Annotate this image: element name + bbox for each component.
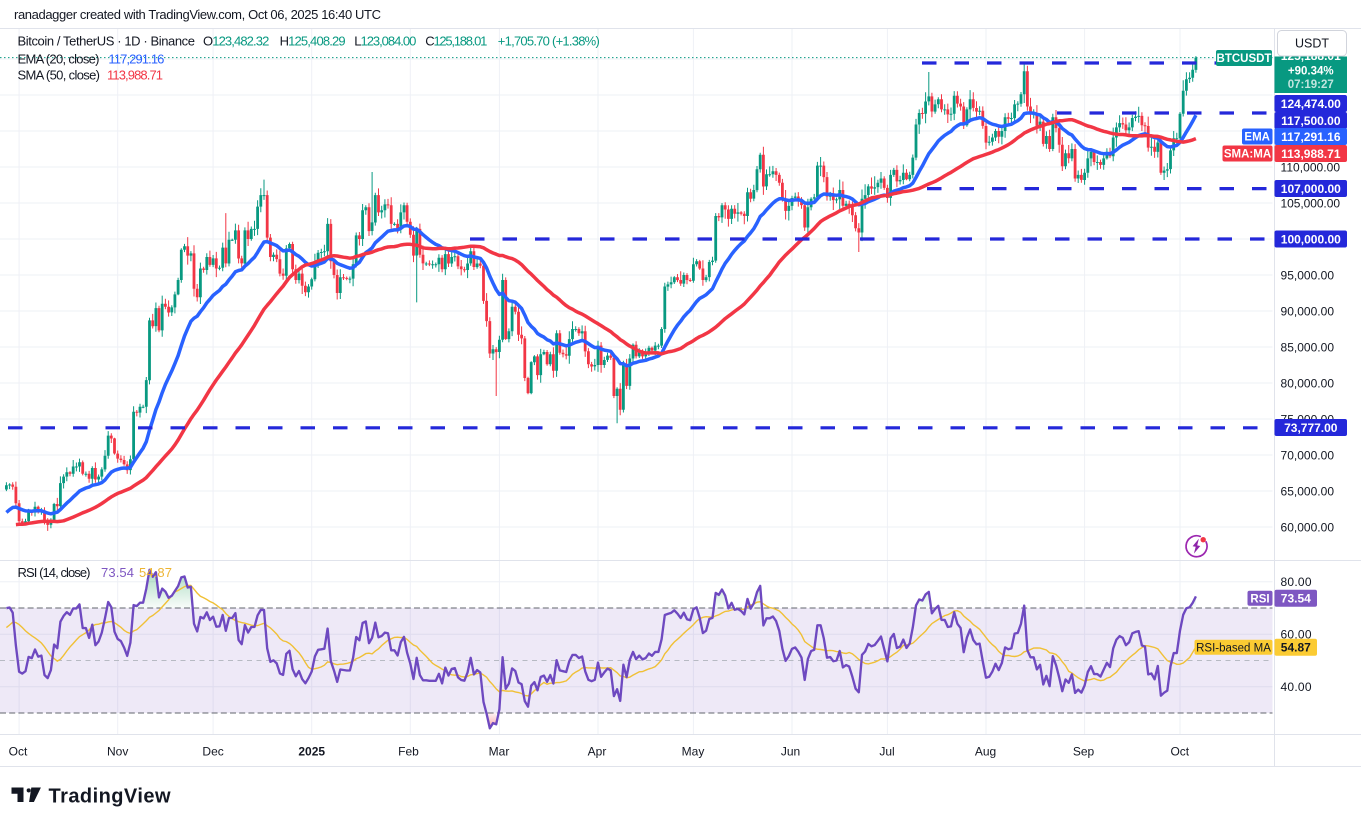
svg-text:Nov: Nov <box>107 744 128 758</box>
svg-text:Bitcoin / TetherUS · 1D · Bina: Bitcoin / TetherUS · 1D · Binance O123,48… <box>18 34 600 49</box>
svg-text:65,000.00: 65,000.00 <box>1281 484 1335 498</box>
svg-text:SMA:MA: SMA:MA <box>1224 149 1271 161</box>
svg-text:Mar: Mar <box>489 744 510 758</box>
svg-text:Jun: Jun <box>781 744 800 758</box>
svg-text:Oct: Oct <box>9 744 28 758</box>
svg-text:85,000.00: 85,000.00 <box>1281 340 1335 354</box>
svg-text:110,000.00: 110,000.00 <box>1281 160 1341 174</box>
svg-text:2025: 2025 <box>298 744 325 758</box>
svg-text:TradingView: TradingView <box>49 786 171 808</box>
svg-text:124,474.00: 124,474.00 <box>1281 97 1341 111</box>
svg-text:EMA: EMA <box>1244 132 1270 144</box>
svg-text:07:19:27: 07:19:27 <box>1288 79 1334 91</box>
svg-text:40.00: 40.00 <box>1281 680 1312 694</box>
svg-text:113,988.71: 113,988.71 <box>1281 147 1341 161</box>
svg-text:ranadagger created with Tradin: ranadagger created with TradingView.com,… <box>14 7 381 22</box>
svg-text:RSI-based MA: RSI-based MA <box>1196 642 1271 654</box>
svg-text:Sep: Sep <box>1073 744 1095 758</box>
svg-text:May: May <box>682 744 705 758</box>
svg-text:Jul: Jul <box>879 744 894 758</box>
svg-text:73,777.00: 73,777.00 <box>1284 421 1338 435</box>
svg-text:BTCUSDT: BTCUSDT <box>1217 53 1272 65</box>
svg-text:60.00: 60.00 <box>1281 628 1312 642</box>
svg-text:90,000.00: 90,000.00 <box>1281 304 1335 318</box>
svg-text:107,000.00: 107,000.00 <box>1281 182 1341 196</box>
svg-text:80.00: 80.00 <box>1281 575 1312 589</box>
svg-text:EMA (20, close)117,291.16: EMA (20, close) 117,291.16 <box>18 52 165 67</box>
svg-text:117,291.16: 117,291.16 <box>1281 130 1341 144</box>
svg-text:54.87: 54.87 <box>1281 641 1311 655</box>
svg-text:125,188.01: 125,188.01 <box>1281 49 1341 63</box>
svg-text:SMA (50, close)113,988.71: SMA (50, close) 113,988.71 <box>18 68 164 83</box>
svg-text:USDT: USDT <box>1295 37 1329 51</box>
svg-text:Apr: Apr <box>588 744 607 758</box>
svg-text:117,500.00: 117,500.00 <box>1281 114 1341 128</box>
svg-text:Oct: Oct <box>1170 744 1189 758</box>
svg-text:95,000.00: 95,000.00 <box>1281 268 1335 282</box>
svg-text:RSI: RSI <box>1250 593 1269 605</box>
svg-text:Dec: Dec <box>202 744 223 758</box>
svg-text:+90.34%: +90.34% <box>1288 66 1334 78</box>
svg-text:100,000.00: 100,000.00 <box>1281 232 1341 246</box>
svg-text:105,000.00: 105,000.00 <box>1281 196 1341 210</box>
svg-text:Feb: Feb <box>398 744 419 758</box>
svg-text:73.54: 73.54 <box>1281 592 1311 606</box>
svg-text:60,000.00: 60,000.00 <box>1281 520 1335 534</box>
svg-text:Aug: Aug <box>975 744 996 758</box>
svg-text:70,000.00: 70,000.00 <box>1281 448 1335 462</box>
svg-text:80,000.00: 80,000.00 <box>1281 376 1335 390</box>
